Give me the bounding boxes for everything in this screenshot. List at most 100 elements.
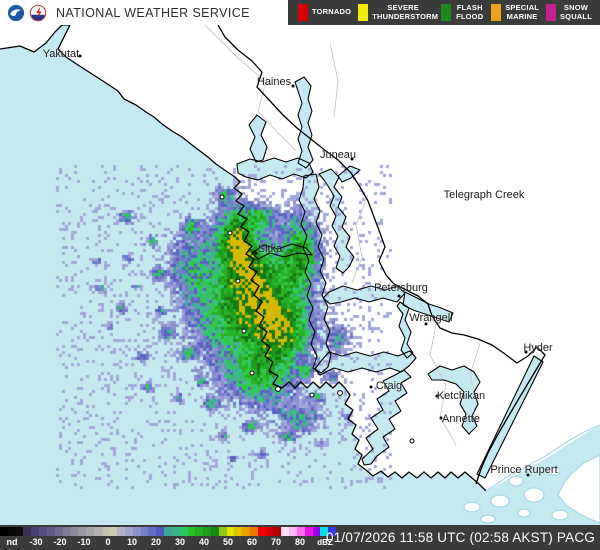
colorbar-segment (109, 527, 118, 536)
colorbar-segment (125, 527, 133, 536)
colorbar-tick: 10 (126, 537, 138, 547)
city-label-juneau: Juneau (319, 149, 357, 161)
city-label-prince-rupert: Prince Rupert (490, 464, 558, 476)
colorbar-ticks: nd -30 -20 -10 0 10 20 30 40 50 60 70 80 dBZ (0, 537, 345, 549)
radar-map[interactable]: Yakutat Haines Juneau Telegraph Creek Sitka P… (0, 25, 600, 525)
colorbar-segment (179, 527, 188, 536)
tornado-swatch (298, 4, 308, 21)
colorbar-segment (62, 527, 71, 536)
tornado-label: TORNADO (312, 7, 352, 17)
offshore-islets (219, 194, 415, 444)
colorbar-segment (296, 527, 305, 536)
colorbar-segment (218, 527, 227, 536)
city-marker-craig (369, 385, 373, 389)
flash-flood-swatch (441, 4, 452, 21)
city-marker-wrangell (424, 322, 428, 326)
special-marine-label: SPECIAL MARINE (505, 2, 540, 21)
warning-legend: TORNADO SEVERE THUNDERSTORM FLASH FLOOD SPE… (288, 0, 600, 25)
city-label-telegraph-creek: Telegraph Creek (443, 189, 525, 201)
city-marker-haines (291, 84, 295, 88)
bottom-bar: nd -30 -20 -10 0 10 20 30 40 50 60 70 80 dBZ 01/07/20… (0, 525, 600, 550)
warning-item-severe-thunderstorm: SEVERE THUNDERSTORM (358, 2, 439, 21)
colorbar-segment (250, 527, 258, 536)
colorbar-unit-label: dBZ (317, 538, 333, 547)
colorbar-tick: -30 (29, 537, 43, 547)
severe-thunderstorm-label: SEVERE THUNDERSTORM (372, 2, 439, 21)
colorbar-segment (289, 527, 297, 536)
city-marker-juneau (350, 157, 354, 161)
colorbar-tick: 20 (150, 537, 162, 547)
colorbar-segment (195, 527, 204, 536)
city-marker-prince-rupert (526, 473, 530, 477)
colorbar-segment (273, 527, 282, 536)
warning-item-snow-squall: SNOW SQUALL (545, 2, 593, 21)
reflectivity-colorbar (0, 527, 336, 536)
city-label-annette: Annette (442, 413, 480, 425)
bc-pale-coast (463, 424, 600, 524)
colorbar-segment (148, 527, 157, 536)
colorbar-segment (164, 527, 172, 536)
colorbar-segment (15, 527, 24, 536)
colorbar-segment (281, 527, 290, 536)
city-label-ketchikan: Ketchikan (436, 390, 486, 402)
city-marker-yakutat (78, 54, 82, 58)
warning-item-tornado: TORNADO (298, 4, 351, 21)
colorbar-segment (234, 527, 243, 536)
special-marine-swatch (491, 4, 502, 21)
flash-flood-label: FLASH FLOOD (456, 2, 484, 21)
colorbar-tick: nd (6, 537, 18, 547)
zone-boundary-lines (204, 25, 481, 446)
city-marker-annette (439, 416, 443, 420)
colorbar-segment (328, 527, 336, 536)
colorbar-tick: 0 (105, 537, 111, 547)
colorbar-segment (265, 527, 274, 536)
colorbar-tick: 80 (294, 537, 306, 547)
colorbar-segment (140, 527, 149, 536)
city-label-craig: Craig (375, 380, 403, 392)
noaa-logo-icon (7, 4, 25, 21)
city-marker-petersburg (397, 294, 401, 298)
city-marker-ketchikan (435, 394, 439, 398)
map-outline-layer (0, 25, 600, 524)
colorbar-segment (304, 527, 313, 536)
colorbar-segment (7, 527, 16, 536)
colorbar-tick: 40 (198, 537, 210, 547)
colorbar-tick: 50 (222, 537, 234, 547)
colorbar-segment (226, 527, 235, 536)
colorbar-segment (187, 527, 196, 536)
city-marker-sitka (254, 251, 258, 255)
colorbar-segment (132, 527, 141, 536)
city-label-haines: Haines (256, 76, 292, 88)
colorbar-segment (0, 527, 8, 536)
colorbar-tick: -10 (77, 537, 91, 547)
colorbar-segment (203, 527, 211, 536)
colorbar-segment (312, 527, 321, 536)
colorbar-tick: -20 (53, 537, 67, 547)
colorbar-tick: 70 (270, 537, 282, 547)
coastline (0, 25, 487, 492)
colorbar-segment (257, 527, 266, 536)
app-title: NATIONAL WEATHER SERVICE (56, 5, 250, 20)
channel-outlines (236, 76, 544, 479)
colorbar-segment (320, 527, 329, 536)
colorbar-segment (78, 527, 86, 536)
colorbar-segment (242, 527, 250, 536)
colorbar-segment (117, 527, 125, 536)
nws-logo-icon (29, 4, 47, 21)
colorbar-segment (85, 527, 94, 536)
colorbar-segment (31, 527, 40, 536)
city-label-yakutat: Yakutat (42, 48, 80, 60)
severe-thunderstorm-swatch (358, 4, 369, 21)
snow-squall-label: SNOW SQUALL (559, 2, 593, 21)
colorbar-segment (46, 527, 55, 536)
warning-item-flash-flood: FLASH FLOOD (441, 2, 484, 21)
city-label-petersburg: Petersburg (374, 282, 428, 294)
colorbar-segment (70, 527, 79, 536)
colorbar-segment (210, 527, 219, 536)
colorbar-segment (156, 527, 165, 536)
colorbar-segment (101, 527, 110, 536)
colorbar-segment (171, 527, 180, 536)
city-label-hyder: Hyder (523, 342, 553, 354)
city-label-sitka: Sitka (257, 243, 283, 255)
city-label-wrangell: Wrangell (409, 312, 453, 324)
